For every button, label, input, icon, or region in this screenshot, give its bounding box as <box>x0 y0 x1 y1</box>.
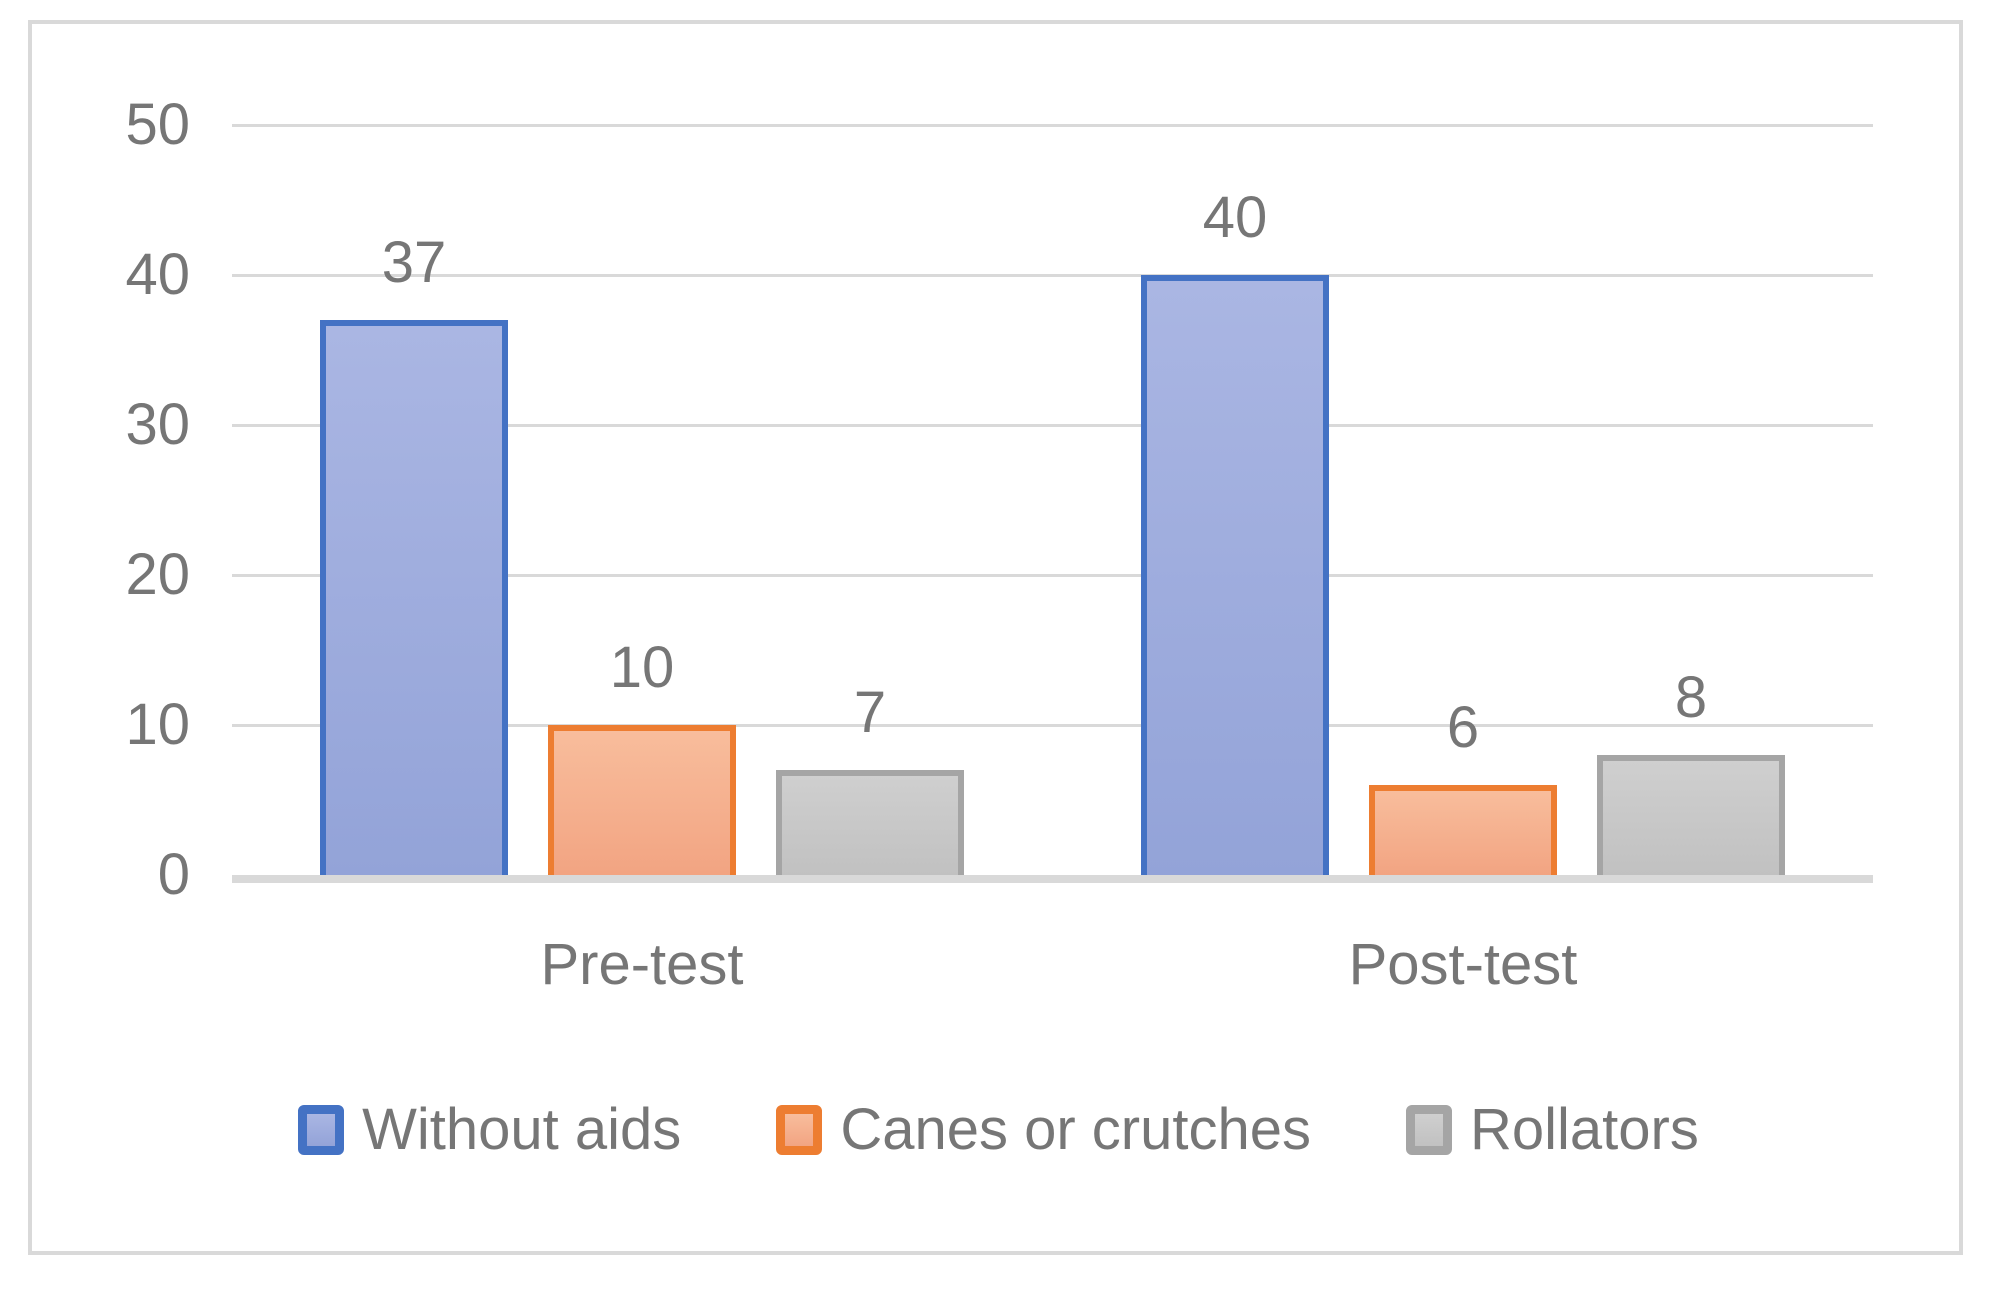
bar-value-label: 37 <box>381 230 447 295</box>
gridline <box>232 124 1873 127</box>
gridline <box>232 424 1873 427</box>
bar <box>1369 785 1557 875</box>
legend-label: Without aids <box>362 1097 682 1162</box>
legend-marker-1 <box>776 1105 823 1155</box>
gridline <box>232 274 1873 277</box>
y-tick-label: 40 <box>125 242 190 307</box>
legend-label: Canes or crutches <box>840 1097 1311 1162</box>
bar <box>320 320 508 875</box>
bar-value-label: 7 <box>853 680 887 745</box>
gridline <box>232 724 1873 727</box>
bar-value-label: 40 <box>1202 185 1268 250</box>
bar <box>1597 755 1785 875</box>
category-label: Pre-test <box>540 932 744 997</box>
legend: Without aids Canes or crutches Rollators <box>0 1098 1997 1162</box>
legend-label: Rollators <box>1469 1097 1699 1162</box>
y-tick-label: 30 <box>125 392 190 457</box>
bar <box>776 770 964 875</box>
legend-marker-2 <box>1405 1105 1452 1155</box>
bar <box>548 725 736 875</box>
category-label: Post-test <box>1348 932 1578 997</box>
legend-marker-0 <box>298 1105 345 1155</box>
bar-value-label: 10 <box>609 635 675 700</box>
y-tick-label: 0 <box>157 842 190 907</box>
x-axis-line <box>232 875 1873 883</box>
legend-item: Rollators <box>1405 1097 1699 1162</box>
bar <box>1141 275 1329 875</box>
y-tick-label: 50 <box>125 92 190 157</box>
bar-value-label: 6 <box>1446 695 1480 760</box>
legend-item: Without aids <box>298 1098 681 1162</box>
gridline <box>232 574 1873 577</box>
legend-item: Canes or crutches <box>776 1098 1311 1162</box>
bar-value-label: 8 <box>1674 665 1708 730</box>
y-tick-label: 20 <box>125 542 190 607</box>
y-tick-label: 10 <box>125 692 190 757</box>
